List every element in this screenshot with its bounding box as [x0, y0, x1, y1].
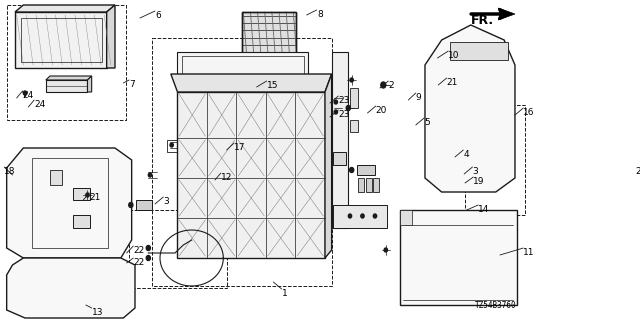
- Circle shape: [361, 214, 364, 218]
- Text: 15: 15: [267, 81, 278, 90]
- Polygon shape: [6, 148, 132, 258]
- Polygon shape: [333, 152, 346, 165]
- Polygon shape: [425, 25, 515, 192]
- Polygon shape: [499, 8, 515, 20]
- Polygon shape: [333, 205, 387, 228]
- Ellipse shape: [470, 75, 488, 105]
- Circle shape: [170, 143, 173, 147]
- Ellipse shape: [445, 115, 463, 145]
- Polygon shape: [46, 76, 92, 80]
- Polygon shape: [6, 258, 135, 318]
- Polygon shape: [325, 74, 332, 258]
- Circle shape: [23, 91, 27, 95]
- Polygon shape: [15, 12, 107, 68]
- Text: 23: 23: [339, 110, 349, 119]
- Text: 21: 21: [447, 78, 458, 87]
- Polygon shape: [74, 188, 90, 200]
- Circle shape: [147, 245, 150, 251]
- Text: 9: 9: [416, 93, 422, 102]
- Text: 22: 22: [133, 246, 145, 255]
- Circle shape: [86, 193, 89, 197]
- Circle shape: [334, 100, 337, 104]
- Text: 24: 24: [34, 100, 45, 109]
- Polygon shape: [88, 76, 92, 92]
- Circle shape: [350, 78, 353, 82]
- Polygon shape: [400, 210, 412, 225]
- Polygon shape: [356, 165, 375, 175]
- Ellipse shape: [44, 278, 102, 306]
- Polygon shape: [50, 170, 63, 185]
- Text: 4: 4: [463, 150, 469, 159]
- Polygon shape: [332, 52, 348, 228]
- Text: 14: 14: [478, 205, 490, 214]
- Circle shape: [346, 106, 350, 110]
- Polygon shape: [366, 178, 372, 192]
- Text: 3: 3: [163, 197, 169, 206]
- Text: 2: 2: [388, 81, 394, 90]
- Polygon shape: [74, 215, 90, 228]
- Ellipse shape: [445, 75, 463, 105]
- Text: 19: 19: [474, 177, 485, 186]
- Text: 3: 3: [472, 167, 478, 176]
- Bar: [6, 5, 126, 120]
- Text: 13: 13: [92, 308, 103, 317]
- Circle shape: [129, 203, 133, 207]
- Polygon shape: [171, 74, 332, 92]
- Polygon shape: [177, 52, 308, 78]
- Text: 18: 18: [4, 167, 15, 176]
- Polygon shape: [46, 80, 88, 92]
- Bar: [152, 38, 332, 286]
- Circle shape: [384, 248, 387, 252]
- Text: 24: 24: [22, 91, 34, 100]
- Text: FR.: FR.: [471, 14, 494, 27]
- Bar: [465, 105, 525, 215]
- Circle shape: [348, 214, 351, 218]
- Polygon shape: [358, 178, 364, 192]
- Polygon shape: [373, 178, 379, 192]
- Text: 6: 6: [155, 11, 161, 20]
- Polygon shape: [350, 120, 358, 132]
- Text: TZ54B3760: TZ54B3760: [475, 301, 516, 310]
- Text: 1: 1: [282, 289, 287, 298]
- Text: 22: 22: [133, 258, 145, 267]
- Text: 23: 23: [339, 96, 349, 105]
- Polygon shape: [242, 12, 296, 55]
- Polygon shape: [107, 5, 115, 68]
- Text: 5: 5: [424, 118, 430, 127]
- Text: 21: 21: [636, 167, 640, 176]
- Text: 8: 8: [317, 10, 323, 19]
- Circle shape: [373, 214, 377, 218]
- Text: 11: 11: [524, 248, 535, 257]
- Circle shape: [334, 110, 337, 114]
- Text: 10: 10: [448, 51, 460, 60]
- Circle shape: [147, 255, 150, 260]
- Text: 21: 21: [89, 193, 100, 202]
- Polygon shape: [400, 210, 516, 305]
- Polygon shape: [136, 200, 152, 210]
- Text: 20: 20: [376, 106, 387, 115]
- Text: 17: 17: [234, 143, 246, 152]
- Circle shape: [349, 167, 354, 172]
- Bar: [129, 210, 227, 288]
- Circle shape: [381, 82, 386, 88]
- Polygon shape: [450, 42, 508, 60]
- Text: 16: 16: [524, 108, 535, 117]
- Circle shape: [148, 173, 152, 177]
- Text: 12: 12: [221, 173, 232, 182]
- Polygon shape: [350, 88, 358, 108]
- Polygon shape: [15, 5, 115, 12]
- Polygon shape: [177, 92, 325, 258]
- Text: 7: 7: [129, 80, 135, 89]
